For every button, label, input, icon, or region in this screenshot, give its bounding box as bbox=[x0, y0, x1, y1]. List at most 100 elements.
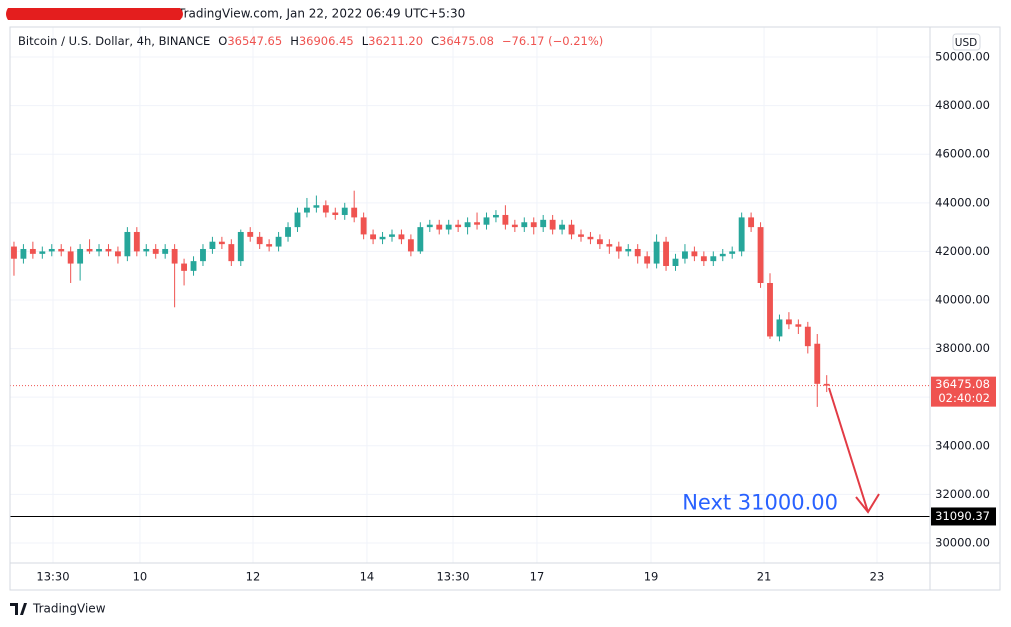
source-text: TradingView.com, Jan 22, 2022 06:49 UTC+… bbox=[177, 7, 465, 21]
candle-body bbox=[729, 251, 736, 254]
change: −76.17 (−0.21%) bbox=[501, 34, 604, 48]
candle-body bbox=[455, 224, 462, 228]
candle-body bbox=[77, 248, 84, 264]
candle-body bbox=[58, 248, 65, 252]
y-tick-label: 48000.00 bbox=[935, 98, 990, 112]
candle-body bbox=[559, 224, 566, 230]
candle-body bbox=[814, 343, 821, 384]
currency: USD bbox=[955, 37, 977, 49]
candle-body bbox=[322, 205, 329, 213]
candle-body bbox=[29, 248, 36, 254]
plot bbox=[10, 190, 930, 517]
candle-body bbox=[181, 263, 188, 271]
level-box bbox=[931, 507, 996, 526]
grid bbox=[10, 27, 930, 563]
y-tick-label: 40000.00 bbox=[935, 293, 990, 307]
candle-body bbox=[483, 217, 490, 225]
y-tick-label: 34000.00 bbox=[935, 438, 990, 452]
candle-body bbox=[96, 248, 102, 252]
candle-body bbox=[445, 224, 452, 230]
candle-body bbox=[521, 222, 528, 228]
y-tick-label: 38000.00 bbox=[935, 341, 990, 355]
candle-body bbox=[502, 214, 509, 225]
x-tick-label: 12 bbox=[246, 570, 261, 584]
brand: TradingView bbox=[32, 602, 106, 616]
candle-body bbox=[568, 224, 575, 235]
ohlc-label: C bbox=[431, 34, 440, 48]
candle-body bbox=[67, 251, 74, 264]
x-tick-label: 14 bbox=[360, 570, 375, 584]
candle-body bbox=[48, 248, 55, 252]
candle-body bbox=[804, 326, 811, 347]
candle-body bbox=[190, 261, 197, 271]
ohlc-label: H bbox=[290, 34, 299, 48]
y-tick-label: 32000.00 bbox=[935, 487, 990, 501]
candle-body bbox=[209, 241, 216, 249]
candle-body bbox=[256, 236, 263, 245]
candle-body bbox=[351, 207, 358, 218]
ohlc-label: O bbox=[218, 34, 228, 48]
candle-body bbox=[672, 258, 679, 266]
y-tick-label: 42000.00 bbox=[935, 244, 990, 258]
candle-body bbox=[540, 219, 547, 228]
candle-body bbox=[398, 234, 405, 240]
candle-body bbox=[776, 319, 783, 337]
candle-body bbox=[389, 234, 395, 237]
legend: Bitcoin / U.S. Dollar, 4h, BINANCE O36547… bbox=[18, 34, 603, 48]
arrow bbox=[828, 387, 880, 514]
level-label: 31090.37 bbox=[935, 509, 990, 523]
ohlc-label: L bbox=[361, 34, 369, 48]
candle-body bbox=[200, 248, 206, 262]
candle-body bbox=[86, 248, 93, 252]
candle-body bbox=[313, 205, 320, 208]
candle-body bbox=[332, 212, 339, 215]
symbol: Bitcoin / U.S. Dollar, 4h, BINANCE bbox=[18, 34, 211, 48]
candle-body bbox=[785, 319, 792, 325]
candle-body bbox=[511, 224, 518, 228]
countdown: 02:40:02 bbox=[938, 391, 990, 405]
currency-box bbox=[952, 33, 981, 51]
annotation: Next 31000.00 bbox=[682, 490, 838, 514]
candle-body bbox=[275, 236, 282, 247]
x-tick-label: 13:30 bbox=[436, 570, 469, 584]
candle-body bbox=[294, 212, 301, 228]
candle-body bbox=[615, 246, 622, 252]
candle-body bbox=[360, 217, 367, 235]
y-tick-label: 50000.00 bbox=[935, 50, 990, 64]
candle-body bbox=[549, 219, 556, 230]
candle-body bbox=[304, 207, 310, 213]
candle-body bbox=[426, 224, 433, 228]
x-tick-label: 10 bbox=[133, 570, 148, 584]
candle-body bbox=[663, 241, 669, 266]
y-tick-label: 46000.00 bbox=[935, 147, 990, 161]
candle-body bbox=[152, 248, 159, 254]
candle-body bbox=[795, 324, 802, 327]
candle-body bbox=[20, 248, 27, 259]
candle-body bbox=[162, 248, 169, 254]
last-price-box bbox=[931, 376, 996, 407]
arrow-path bbox=[828, 387, 880, 514]
candle-body bbox=[218, 241, 225, 245]
candle-body bbox=[124, 231, 131, 257]
candle-body bbox=[266, 244, 273, 247]
candle-body bbox=[644, 256, 651, 264]
candle-body bbox=[767, 282, 773, 337]
candle-body bbox=[474, 222, 480, 225]
ohlc-value: 36475.08 bbox=[439, 34, 494, 48]
redaction bbox=[6, 8, 183, 20]
candle-body bbox=[823, 383, 830, 386]
candle-body bbox=[757, 227, 764, 283]
candle-body bbox=[578, 234, 584, 237]
candle-body bbox=[606, 244, 613, 247]
candle-body bbox=[133, 231, 140, 252]
candle-body bbox=[493, 214, 499, 218]
candle-body bbox=[738, 217, 745, 252]
y-tick-label: 44000.00 bbox=[935, 195, 990, 209]
candle-body bbox=[370, 234, 377, 240]
candle-body bbox=[634, 248, 641, 257]
candle-body bbox=[464, 222, 471, 228]
candle-body bbox=[417, 227, 424, 252]
